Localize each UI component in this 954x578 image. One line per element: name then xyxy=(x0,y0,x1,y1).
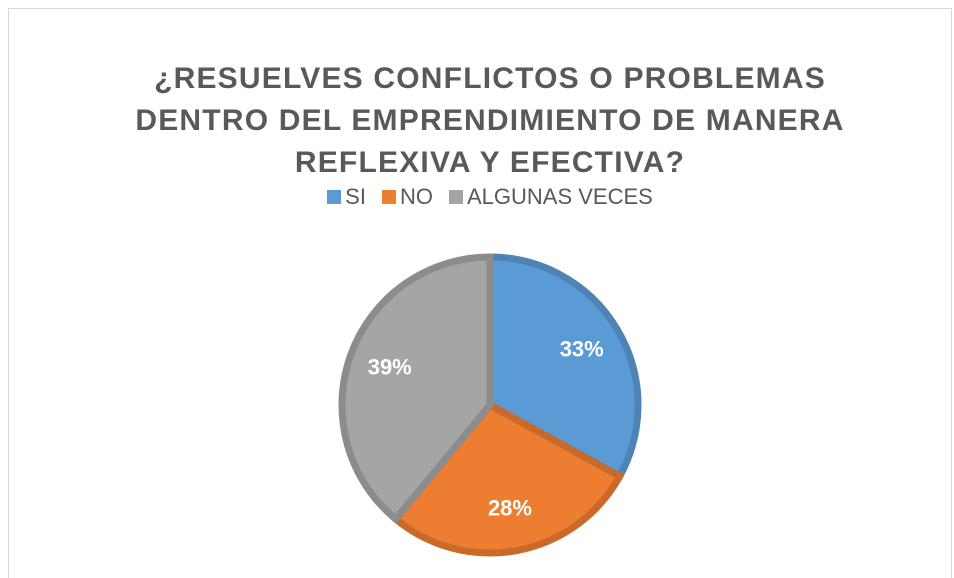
legend-item: SI xyxy=(327,184,366,210)
data-label: 33% xyxy=(560,337,604,362)
pie-slice xyxy=(390,400,625,557)
legend-item: NO xyxy=(381,184,433,210)
pie-slice xyxy=(338,253,494,524)
chart-title: ¿RESUELVES CONFLICTOS O PROBLEMAS DENTRO… xyxy=(135,62,845,179)
data-label: 39% xyxy=(368,355,412,380)
legend-label: NO xyxy=(399,184,433,209)
data-label: 28% xyxy=(488,495,532,520)
legend-swatch xyxy=(327,190,342,204)
legend-item: ALGUNAS VECES xyxy=(448,184,653,210)
chart-frame xyxy=(8,8,952,578)
legend-swatch xyxy=(448,190,463,204)
legend: SI NO ALGUNAS VECES xyxy=(0,184,954,210)
legend-label: SI xyxy=(345,184,366,209)
legend-swatch xyxy=(381,190,396,204)
legend-label: ALGUNAS VECES xyxy=(466,184,653,209)
